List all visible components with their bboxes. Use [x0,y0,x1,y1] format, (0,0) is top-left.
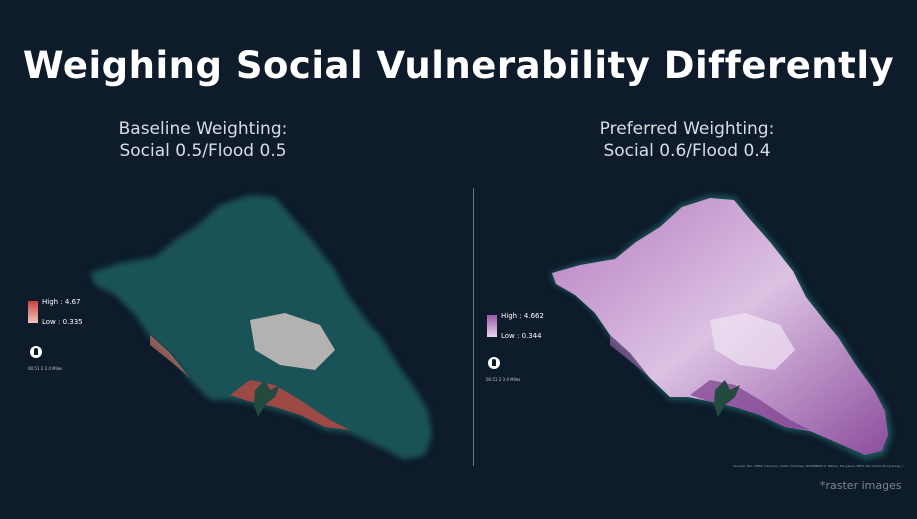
baseline-oahu-map [90,195,432,460]
left-legend-high: High : 4.67 [42,298,81,306]
north-arrow-icon [488,357,500,369]
left-subtitle-line2: Social 0.5/Flood 0.5 [119,141,287,161]
left-subtitle-line1: Baseline Weighting: [118,119,288,139]
divider [473,188,474,466]
left-legend-ramp [28,301,38,323]
right-legend-ramp [487,315,497,337]
right-subtitle: Preferred Weighting: Social 0.6/Flood 0.… [527,118,847,162]
left-scale-bar: 00.51 2 3 4 Miles [28,366,63,371]
right-legend-low: Low : 0.344 [501,332,542,340]
right-scale-bar: 00.51 2 3 4 Miles [486,377,521,382]
left-subtitle: Baseline Weighting: Social 0.5/Flood 0.5 [43,118,363,162]
preferred-oahu-map [550,195,892,460]
right-subtitle-line2: Social 0.6/Flood 0.4 [603,141,771,161]
raster-note: *raster images [820,479,902,492]
north-arrow-icon [30,346,42,358]
page-title: Weighing Social Vulnerability Differentl… [22,44,895,87]
map-credits: Sources: Esri, HERE, DeLorme, USGS, Inte… [733,464,903,468]
right-subtitle-line1: Preferred Weighting: [599,119,775,139]
left-legend-low: Low : 0.335 [42,318,83,326]
right-legend-high: High : 4.662 [501,312,544,320]
